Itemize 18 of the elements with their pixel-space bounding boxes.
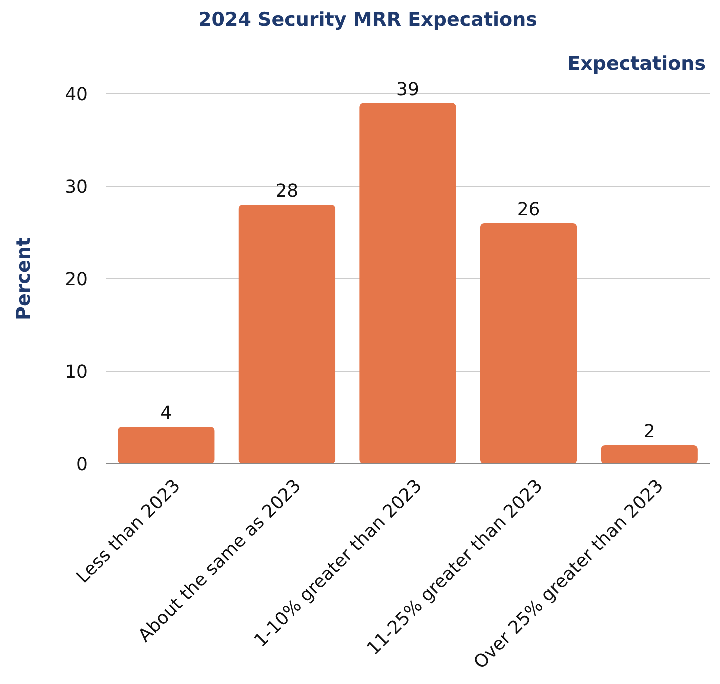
data-label: 2 [644,422,656,442]
bar [480,224,578,464]
y-axis-title: Percent [13,238,35,320]
bar [601,446,698,464]
x-axis-title: Expectations [568,53,706,75]
data-label: 26 [517,200,540,220]
bar [118,427,215,464]
bar [238,205,336,464]
chart-title: 2024 Security MRR Expecations [198,9,538,31]
y-tick-label: 40 [65,84,88,106]
data-label: 39 [396,79,420,100]
bar [360,103,456,464]
data-label: 28 [276,181,299,202]
y-tick-label: 20 [65,269,88,290]
y-tick-label: 10 [65,362,88,383]
data-label: 4 [160,403,172,424]
y-tick-label: 0 [76,454,88,476]
y-tick-label: 30 [65,176,88,198]
